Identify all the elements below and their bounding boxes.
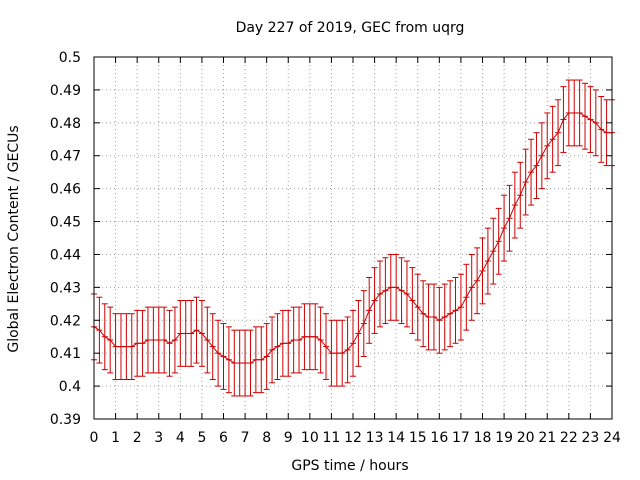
x-tick-label: 1 [111, 430, 120, 446]
y-axis-label: Global Electron Content / GECUs [6, 125, 22, 352]
x-tick-label: 4 [176, 430, 185, 446]
x-tick-label: 2 [133, 430, 142, 446]
x-tick-label: 18 [474, 430, 492, 446]
y-tick-label: 0.42 [50, 313, 81, 329]
y-tick-label: 0.45 [50, 215, 81, 231]
axis-ticks [93, 56, 613, 420]
x-tick-label: 12 [344, 430, 362, 446]
x-tick-label: 22 [560, 430, 578, 446]
y-tick-label: 0.43 [50, 280, 81, 296]
x-tick-label: 8 [262, 430, 271, 446]
x-tick-label: 16 [430, 430, 448, 446]
x-tick-labels: 0 1 2 3 4 5 6 7 8 9 10 11 12 13 14 15 16 17 18 19 20 21 22 23 24 [90, 430, 621, 446]
x-tick-label: 0 [90, 430, 99, 446]
x-tick-label: 21 [538, 430, 556, 446]
x-tick-label: 11 [323, 430, 341, 446]
x-tick-label: 14 [387, 430, 405, 446]
x-tick-label: 17 [452, 430, 470, 446]
x-tick-label: 10 [301, 430, 319, 446]
x-tick-label: 19 [495, 430, 513, 446]
y-tick-label: 0.46 [50, 182, 81, 198]
y-tick-label: 0.49 [50, 83, 81, 99]
y-tick-label: 0.41 [50, 346, 81, 362]
y-tick-label: 0.48 [50, 116, 81, 132]
y-tick-label: 0.39 [50, 412, 81, 428]
x-tick-label: 3 [154, 430, 163, 446]
x-tick-label: 5 [197, 430, 206, 446]
y-tick-label: 0.5 [59, 50, 81, 66]
x-tick-label: 23 [582, 430, 600, 446]
y-tick-label: 0.44 [50, 247, 81, 263]
chart-title: Day 227 of 2019, GEC from uqrg [236, 20, 465, 36]
y-tick-labels: 0.39 0.4 0.41 0.42 0.43 0.44 0.45 0.46 0.47 0.48 0… [50, 50, 81, 428]
x-tick-label: 13 [366, 430, 384, 446]
x-tick-label: 9 [284, 430, 293, 446]
y-tick-label: 0.47 [50, 149, 81, 165]
series-line [93, 112, 612, 364]
x-tick-label: 7 [241, 430, 250, 446]
series-0-line [93, 112, 612, 364]
x-tick-label: 15 [409, 430, 427, 446]
y-tick-label: 0.4 [59, 379, 81, 395]
x-tick-label: 20 [517, 430, 535, 446]
x-tick-label: 6 [219, 430, 228, 446]
x-tick-label: 24 [603, 430, 621, 446]
x-axis-label: GPS time / hours [291, 458, 408, 474]
